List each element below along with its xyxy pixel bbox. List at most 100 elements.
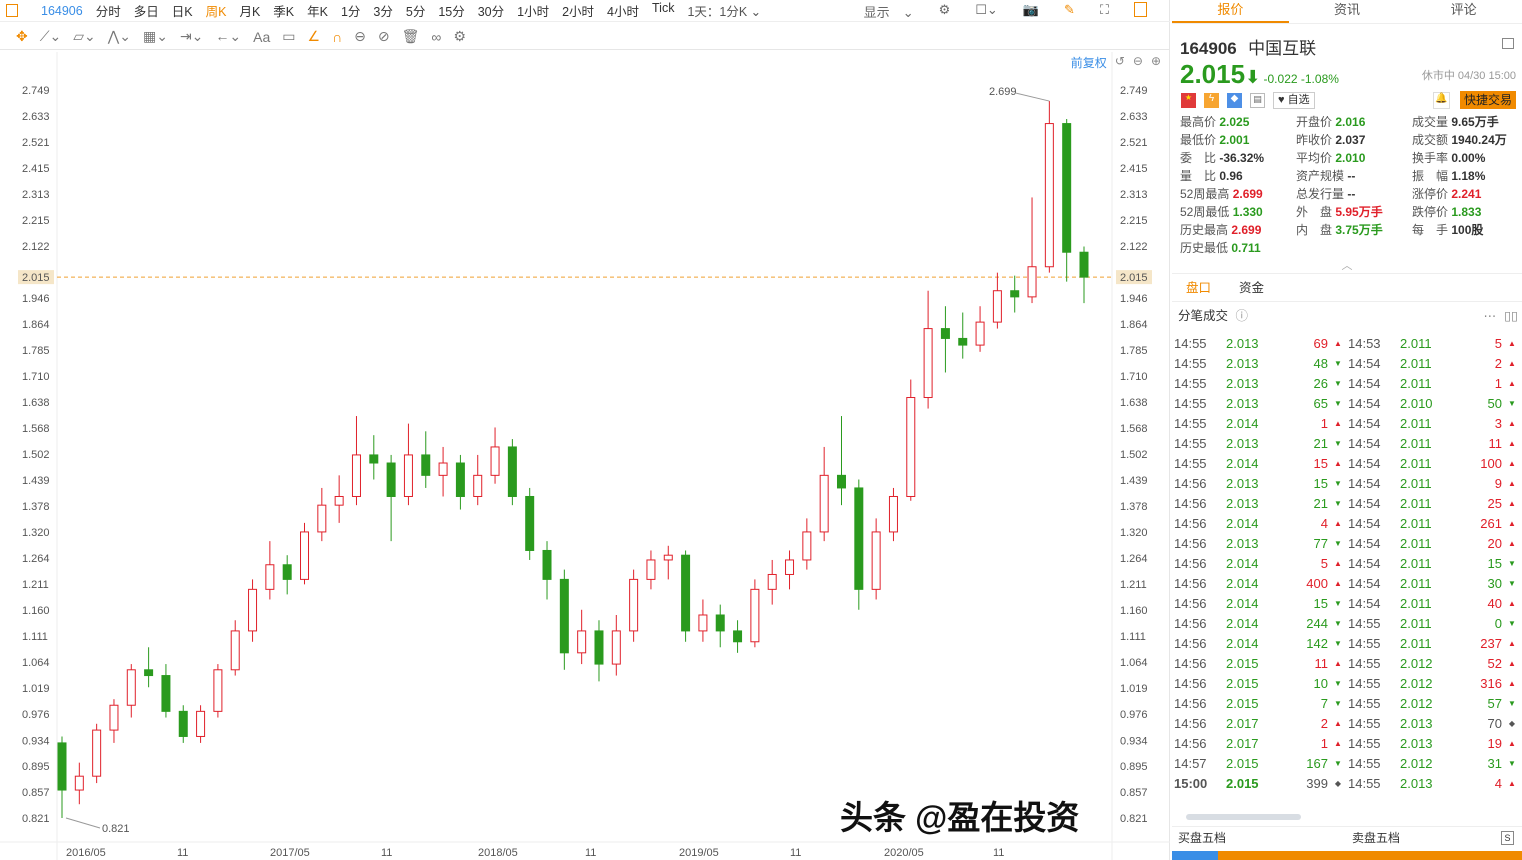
- note-icon[interactable]: ▤: [1250, 92, 1265, 108]
- tab-quote[interactable]: 报价: [1172, 0, 1289, 23]
- trade-volume: 21: [1313, 496, 1328, 511]
- stat-item: 平均价 2.010: [1296, 149, 1412, 167]
- hide-icon[interactable]: ⊘: [377, 28, 390, 44]
- layout-icon[interactable]: [6, 4, 18, 17]
- period-tab[interactable]: 5分: [405, 5, 426, 19]
- trade-time: 14:56: [1174, 516, 1207, 531]
- wave-tool-icon[interactable]: ⋀⌄: [107, 28, 131, 44]
- period-tab[interactable]: 年K: [307, 5, 328, 19]
- alert-bell-icon[interactable]: 🔔: [1433, 91, 1450, 109]
- columns-icon[interactable]: ▯▯: [1504, 309, 1518, 323]
- stat-value: 2.037: [1335, 133, 1366, 147]
- comment-tool-icon[interactable]: ▭: [282, 28, 296, 44]
- trade-row: 14:55 2.013 65 ▼ 14:54 2.010 50 ▼: [1174, 394, 1522, 414]
- quick-trade-button[interactable]: 快捷交易: [1459, 91, 1516, 109]
- period-tab[interactable]: 月K: [239, 5, 261, 19]
- stat-item: 振 幅 1.18%: [1412, 167, 1522, 185]
- trade-price: 2.011: [1400, 496, 1432, 511]
- move-icon[interactable]: ✥: [16, 28, 28, 44]
- help-icon[interactable]: ⓘ: [1235, 309, 1249, 323]
- period-tab[interactable]: 1小时: [517, 5, 550, 19]
- trade-volume: 52: [1487, 656, 1502, 671]
- box-select-icon[interactable]: ☐⌄: [975, 2, 998, 17]
- stat-label: 资产规模: [1296, 169, 1345, 183]
- candle-body: [767, 573, 777, 590]
- trade-price: 2.015: [1226, 676, 1259, 691]
- period-tab[interactable]: 日K: [171, 5, 193, 19]
- settings-icon[interactable]: ⚙: [938, 2, 951, 17]
- period-tab[interactable]: 4小时: [607, 5, 639, 19]
- stat-value: 1940.24万: [1451, 133, 1507, 147]
- delete-icon[interactable]: 🗑: [401, 28, 420, 44]
- tab-comments[interactable]: 评论: [1450, 2, 1477, 17]
- tab-order-book[interactable]: 盘口: [1186, 281, 1212, 295]
- stat-label: 最低价: [1180, 133, 1217, 147]
- trade-price: 2.015: [1226, 756, 1259, 771]
- measure-tool-icon[interactable]: ⇥⌄: [179, 28, 204, 44]
- y-tick-label-left: 2.749: [22, 85, 50, 97]
- tab-news[interactable]: 资讯: [1334, 2, 1361, 17]
- line-tool-icon[interactable]: ⟋⌄: [39, 28, 62, 44]
- period-tab[interactable]: 1分: [340, 5, 361, 19]
- pencil-icon[interactable]: ✎: [1063, 2, 1075, 17]
- settings-s-icon[interactable]: S: [1501, 831, 1514, 845]
- stat-item: 涨停价 2.241: [1412, 185, 1522, 203]
- watchlist-button[interactable]: ♥ 自选: [1273, 91, 1315, 109]
- polygon-tool-icon[interactable]: ▱⌄: [73, 28, 96, 44]
- candle-body: [230, 630, 240, 671]
- fullscreen-icon[interactable]: ⛶: [1099, 2, 1109, 17]
- camera-icon[interactable]: 📷: [1022, 2, 1039, 17]
- period-tab[interactable]: 30分: [477, 5, 505, 19]
- period-tab[interactable]: 2小时: [562, 5, 595, 19]
- y-tick-label-left: 1.439: [22, 475, 50, 487]
- zoom-in-icon[interactable]: ⊕: [1150, 54, 1161, 68]
- adjust-select[interactable]: 前复权: [1070, 56, 1107, 70]
- period-tab[interactable]: Tick: [652, 1, 675, 15]
- period-tab[interactable]: 周K: [205, 5, 227, 19]
- stat-label: 内 盘: [1296, 223, 1333, 237]
- stock-code[interactable]: 164906: [41, 3, 83, 18]
- y-tick-label-left: 1.946: [22, 293, 50, 305]
- period-tab[interactable]: 15分: [438, 5, 465, 19]
- range-select[interactable]: 1天：1分K ⌄: [687, 5, 762, 19]
- stat-label: 历史最低: [1180, 241, 1229, 255]
- trade-direction-icon: ▼: [1334, 479, 1342, 488]
- arrow-tool-icon[interactable]: ←⌄: [215, 28, 242, 44]
- candle-body: [369, 454, 379, 464]
- collapse-icon[interactable]: [1502, 38, 1514, 49]
- reset-icon[interactable]: ↺: [1114, 54, 1125, 68]
- stat-label: 昨收价: [1296, 133, 1333, 147]
- angle-icon[interactable]: ∠: [307, 28, 321, 44]
- y-tick-label-right: 2.415: [1120, 163, 1148, 175]
- y-tick-label-right: 1.502: [1120, 449, 1148, 461]
- expand-chevron-icon[interactable]: ︿: [1341, 260, 1353, 272]
- text-tool-icon[interactable]: Aa: [253, 28, 271, 45]
- candle-body: [958, 337, 968, 346]
- trade-time: 14:55: [1348, 736, 1381, 751]
- panel-toggle-icon[interactable]: [1134, 2, 1147, 17]
- y-tick-label-right: 1.864: [1120, 319, 1148, 331]
- period-tab[interactable]: 3分: [373, 5, 393, 19]
- stat-item: 内 盘 3.75万手: [1296, 221, 1412, 239]
- period-tab[interactable]: 多日: [133, 5, 159, 19]
- magnet-icon[interactable]: ∩: [332, 28, 343, 45]
- draw-settings-icon[interactable]: ⚙: [453, 28, 466, 44]
- trade-direction-icon: ▼: [1334, 539, 1342, 548]
- period-tab[interactable]: 分时: [95, 5, 121, 19]
- period-tab[interactable]: 季K: [273, 5, 295, 19]
- last-price: 2.015: [1180, 59, 1246, 89]
- compare-icon[interactable]: ∞: [431, 28, 442, 45]
- candle-body: [1062, 123, 1072, 253]
- scrollbar[interactable]: [1186, 814, 1301, 820]
- more-icon[interactable]: ⋯: [1483, 309, 1497, 323]
- zoom-out-icon[interactable]: ⊖: [1132, 54, 1143, 68]
- x-tick-label: 2017/05: [270, 847, 310, 859]
- lock-icon[interactable]: ⊖: [354, 28, 366, 44]
- y-tick-label-left: 1.568: [22, 423, 50, 435]
- trade-direction-icon: ▲: [1334, 559, 1342, 568]
- stat-value: 2.699: [1231, 223, 1262, 237]
- tab-funds[interactable]: 资金: [1239, 281, 1265, 295]
- display-dropdown[interactable]: 显示 ⌄: [863, 5, 914, 20]
- candlestick-chart[interactable]: 2.749 2.749 2.633 2.633 2.521 2.521 2.415 2.415…: [0, 52, 1170, 860]
- fib-tool-icon[interactable]: ▦⌄: [142, 28, 168, 44]
